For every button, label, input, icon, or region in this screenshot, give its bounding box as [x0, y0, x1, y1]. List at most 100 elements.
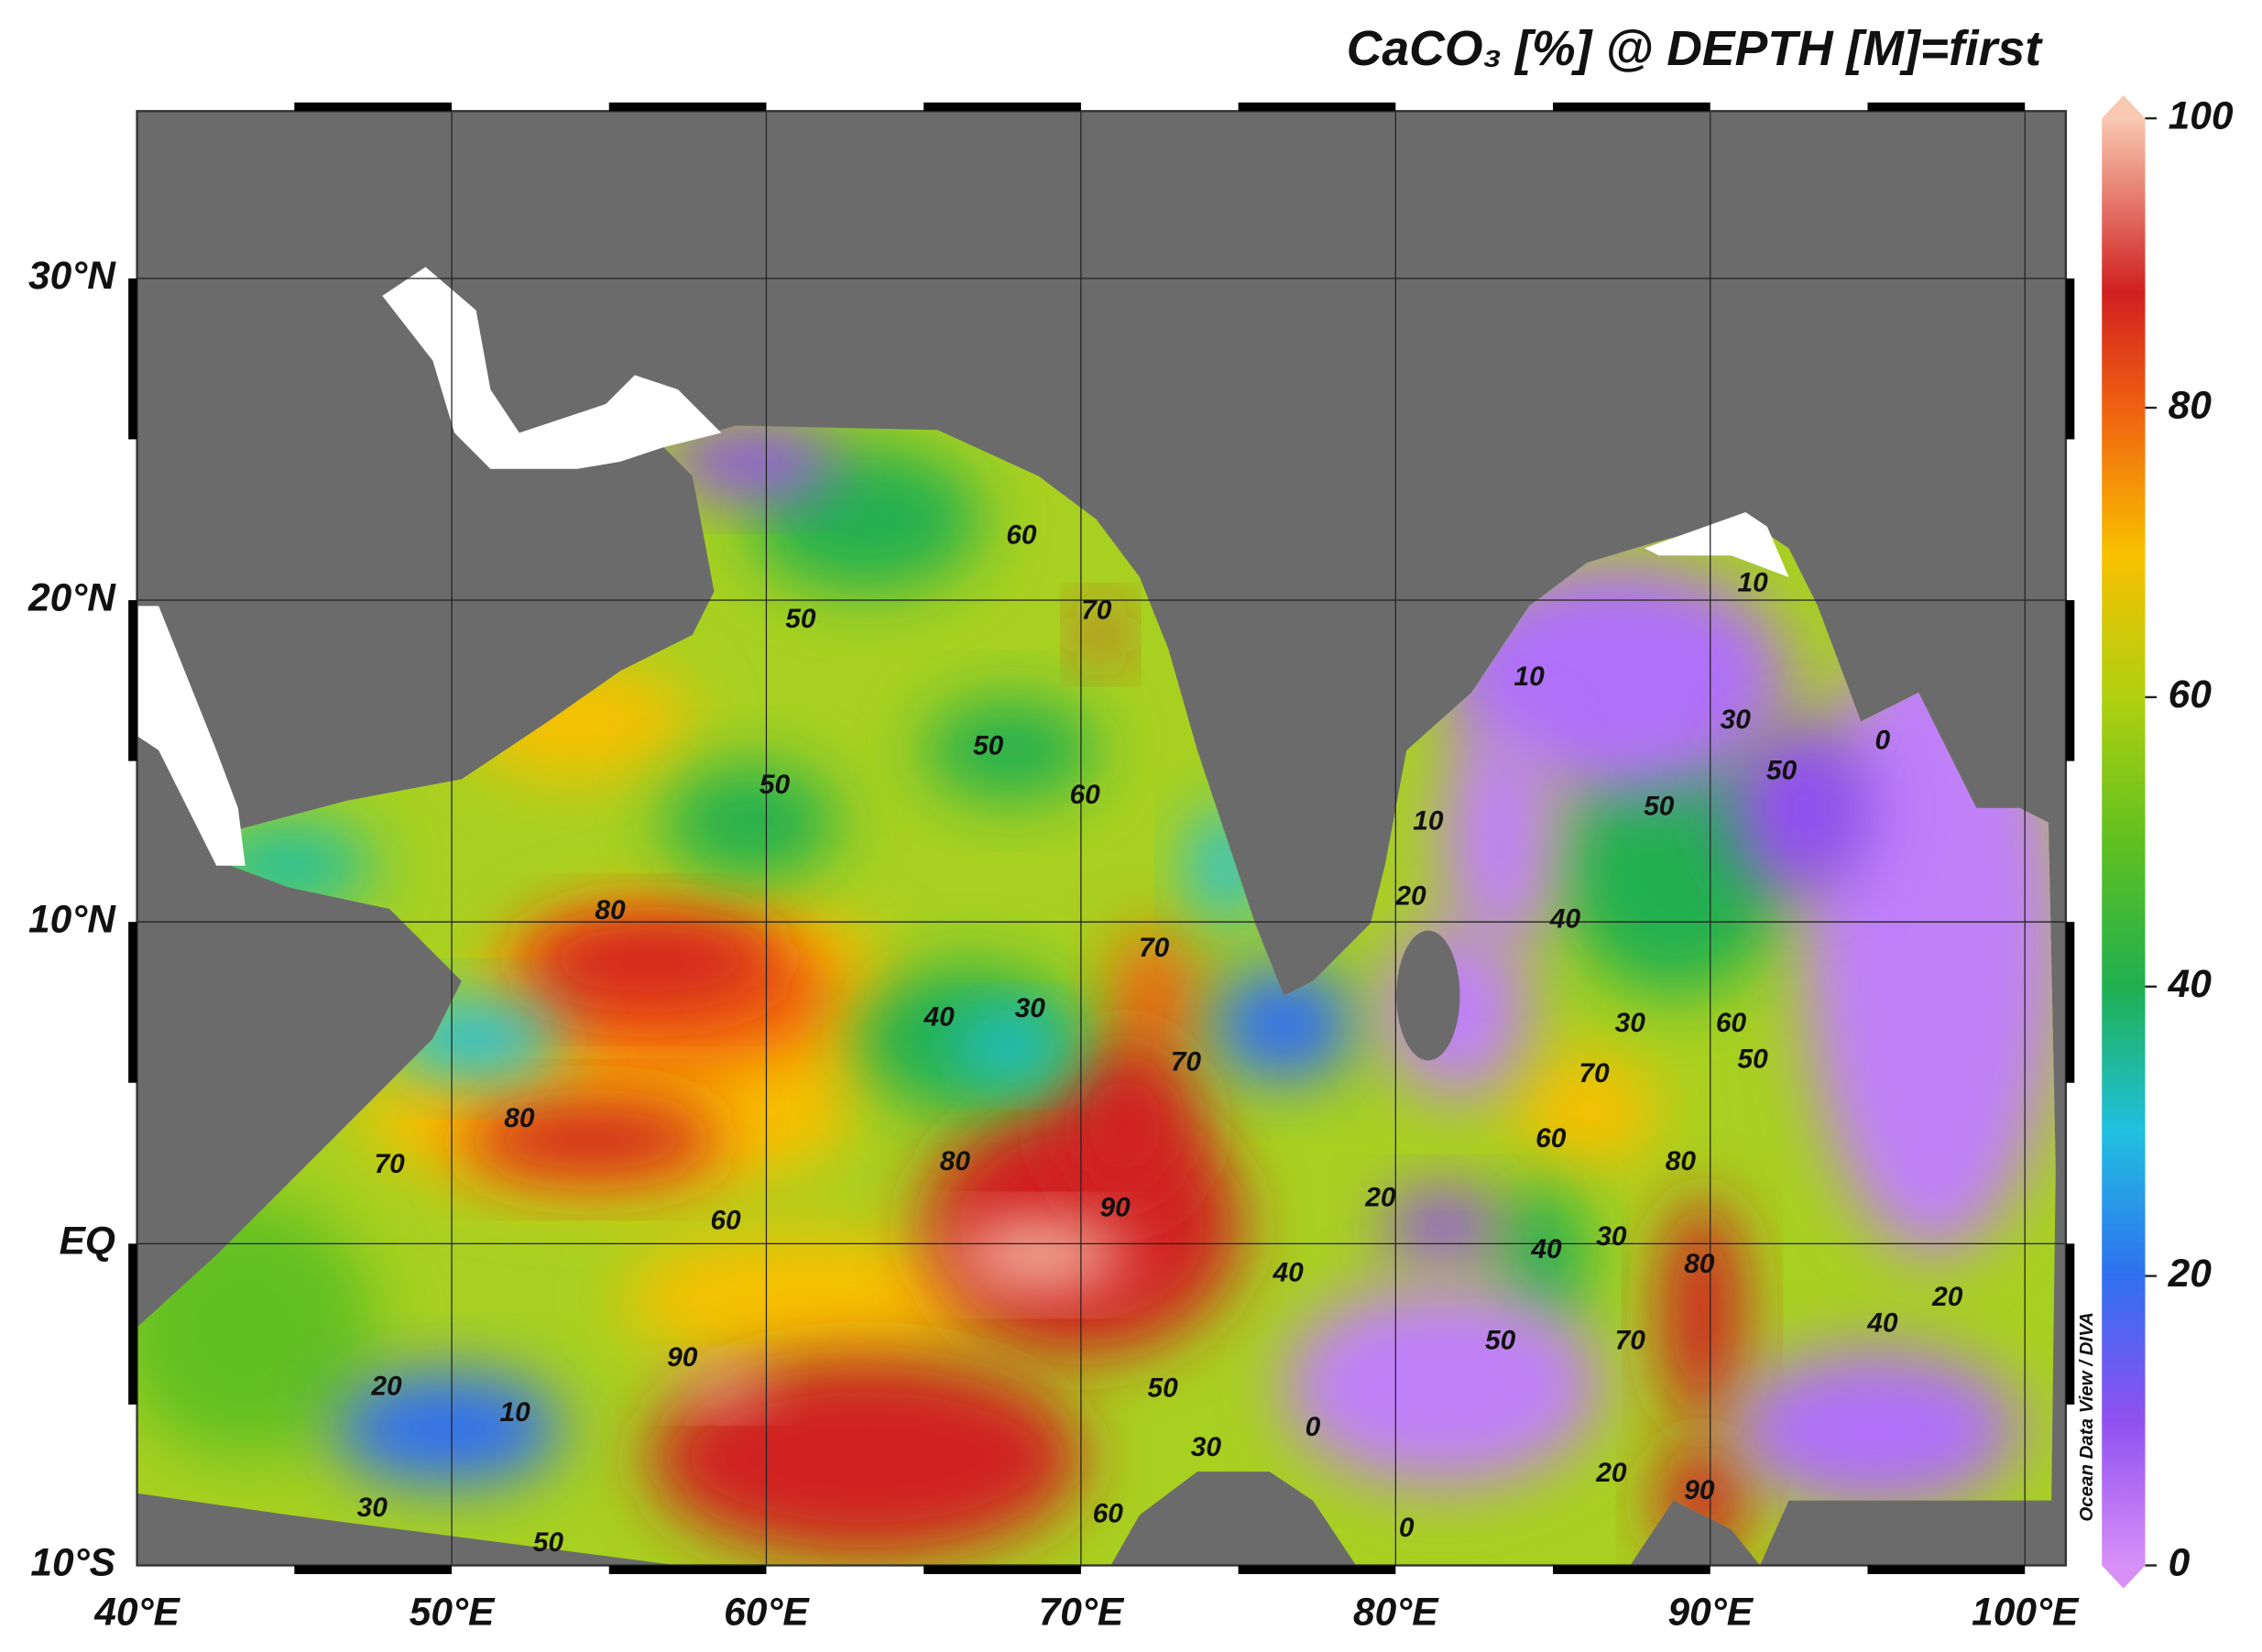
colorbar-tick-label: 80	[2169, 384, 2213, 427]
contour-label: 30	[1615, 1008, 1646, 1038]
frame-bar	[2065, 278, 2075, 440]
contour-label: 70	[1139, 933, 1170, 963]
colorbar-tick-label: 20	[2168, 1253, 2213, 1296]
colorbar	[2102, 118, 2146, 1566]
contour-label: 20	[1595, 1458, 1627, 1488]
field-blob	[1661, 1197, 1743, 1428]
frame-bar	[2065, 1243, 2075, 1405]
contour-label: 50	[533, 1527, 564, 1558]
field-blob	[620, 1233, 996, 1364]
contour-label: 80	[595, 895, 626, 925]
field-blob	[1110, 930, 1197, 1061]
frame-bar	[608, 1565, 767, 1574]
contour-label: 50	[1766, 755, 1798, 785]
frame-bar	[1867, 1565, 2026, 1574]
frame-bar	[294, 102, 453, 112]
contour-label: 80	[1666, 1146, 1697, 1176]
field-blob	[461, 1099, 722, 1181]
contour-label: 20	[1931, 1282, 1963, 1312]
contour-label: 40	[1866, 1307, 1898, 1338]
persian-gulf	[382, 267, 722, 469]
contour-label: 20	[1364, 1182, 1396, 1212]
field-blob	[1080, 608, 1121, 662]
contour-label: 10	[1738, 568, 1769, 598]
frame-bar	[1553, 1565, 1710, 1574]
frame-bar	[128, 1243, 137, 1405]
map-frame	[136, 110, 2068, 1567]
contour-label: 80	[1684, 1249, 1715, 1279]
frame-bar	[1867, 102, 2026, 112]
field-blob	[1053, 1038, 1197, 1212]
frame-bar	[1238, 102, 1396, 112]
y-tick-label: EQ	[60, 1220, 115, 1264]
field-blob	[1442, 721, 1558, 953]
frame-bar	[294, 1565, 453, 1574]
field-blob	[952, 1013, 1068, 1078]
field-blob	[663, 764, 837, 881]
x-tick-label: 80°E	[1353, 1591, 1439, 1634]
contour-label: 40	[923, 1002, 955, 1033]
field-blob	[519, 915, 780, 1003]
field-blob	[1211, 967, 1357, 1082]
contour-label: 10	[500, 1397, 531, 1428]
contour-label: 70	[375, 1149, 406, 1179]
contour-label: 30	[1596, 1221, 1627, 1252]
contour-label: 60	[1093, 1498, 1124, 1528]
field-blob	[332, 1370, 563, 1486]
contour-label: 60	[710, 1206, 741, 1236]
contour-label: 0	[1875, 725, 1891, 755]
colorbar-tick-label: 60	[2169, 673, 2213, 717]
contour-label: 70	[1081, 596, 1112, 626]
y-tick-label: 20°N	[27, 576, 116, 619]
x-tick-label: 70°E	[1039, 1591, 1125, 1634]
contour-label: 0	[1399, 1513, 1415, 1543]
contour-label: 80	[504, 1103, 535, 1133]
field-blob	[663, 425, 837, 498]
colorbar-tick-label: 40	[2168, 963, 2213, 1006]
contour-label: 60	[1535, 1123, 1567, 1154]
field-blob	[1557, 736, 1789, 996]
contour-label: 70	[1579, 1058, 1610, 1089]
frame-bar	[2065, 600, 2075, 761]
contour-label: 0	[1306, 1412, 1321, 1442]
contour-label: 50	[759, 770, 791, 800]
watermark: Ocean Data View / DIVA	[2076, 1312, 2097, 1522]
contour-label: 70	[1615, 1325, 1646, 1355]
frame-bar	[128, 922, 137, 1083]
frame-bar	[128, 600, 137, 761]
ganges-delta	[1645, 512, 1789, 577]
field-blob	[952, 1223, 1126, 1287]
red-sea	[137, 606, 246, 866]
y-tick-label: 10°S	[30, 1542, 115, 1585]
x-tick-label: 100°E	[1972, 1591, 2080, 1634]
contour-label: 10	[1513, 662, 1545, 692]
contour-label: 90	[1684, 1475, 1715, 1505]
y-tick-label: 30°N	[28, 255, 116, 298]
field-blob	[923, 699, 1097, 801]
contour-label: 90	[1100, 1192, 1131, 1222]
contour-label: 60	[1716, 1008, 1747, 1038]
field-blob	[678, 1364, 765, 1406]
field-blob	[1384, 1190, 1501, 1263]
frame-bar	[2065, 922, 2075, 1083]
frame-bar	[923, 102, 1081, 112]
contour-label: 30	[1721, 705, 1752, 735]
x-tick-label: 50°E	[410, 1591, 496, 1634]
contour-label: 50	[785, 604, 816, 634]
colorbar-min-arrow	[2102, 1565, 2146, 1589]
field-blob	[1442, 563, 1789, 794]
frame-bar	[608, 102, 767, 112]
contour-label: 50	[1738, 1044, 1769, 1074]
contour-label: 50	[1148, 1373, 1179, 1403]
contour-label: 60	[1006, 520, 1037, 551]
frame-bar	[1238, 1565, 1396, 1574]
sri-lanka	[1396, 930, 1460, 1061]
contour-label: 50	[1485, 1325, 1516, 1355]
x-tick-label: 40°E	[93, 1591, 180, 1634]
x-tick-label: 60°E	[724, 1591, 810, 1634]
field-blob	[1500, 1183, 1588, 1328]
frame-bar	[923, 1565, 1081, 1574]
contour-label: 80	[940, 1146, 971, 1176]
contour-label: 10	[1413, 805, 1444, 836]
